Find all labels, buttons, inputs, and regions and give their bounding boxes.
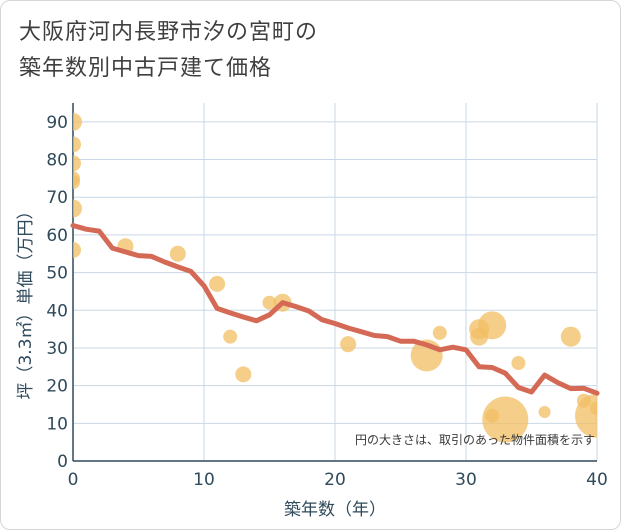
y-tick-label: 10	[46, 414, 68, 434]
data-bubble[interactable]	[590, 401, 604, 416]
size-legend-note: 円の大きさは、取引のあった物件面積を示す	[355, 432, 595, 447]
data-bubble[interactable]	[209, 275, 226, 292]
y-axis-label: 坪（3.3㎡）単価（万円）	[16, 202, 36, 399]
y-tick-label: 60	[46, 226, 68, 246]
data-bubble[interactable]	[340, 336, 357, 353]
data-bubble[interactable]	[64, 199, 82, 218]
data-bubble[interactable]	[169, 245, 186, 262]
y-tick-label: 80	[46, 151, 68, 171]
trend-line	[70, 223, 600, 396]
y-tick-label: 70	[46, 188, 68, 208]
y-tick-label: 20	[46, 377, 68, 397]
data-bubble[interactable]	[223, 329, 238, 344]
chart-title-line1: 大阪府河内長野市汐の宮町の	[19, 20, 319, 45]
y-tick-label: 30	[46, 339, 68, 359]
chart-title: 大阪府河内長野市汐の宮町の 築年数別中古戸建て価格	[19, 15, 318, 87]
x-tick-label: 0	[68, 470, 79, 490]
x-tick-label: 30	[455, 470, 477, 490]
x-tick-label: 40	[586, 470, 608, 490]
trend-series	[70, 223, 600, 396]
data-bubble[interactable]	[478, 311, 507, 340]
chart-title-line2: 築年数別中古戸建て価格	[19, 56, 273, 81]
data-bubble[interactable]	[262, 295, 277, 310]
data-bubble[interactable]	[66, 175, 80, 190]
y-tick-label: 90	[46, 113, 68, 133]
bubble-series	[64, 112, 619, 443]
data-bubble[interactable]	[64, 112, 82, 131]
data-bubble[interactable]	[235, 366, 252, 383]
data-bubble[interactable]	[560, 326, 581, 347]
data-bubble[interactable]	[65, 136, 81, 153]
y-tick-label: 40	[46, 301, 68, 321]
grid	[72, 103, 598, 462]
data-bubble[interactable]	[575, 393, 619, 438]
data-bubble[interactable]	[482, 396, 529, 443]
data-bubble[interactable]	[511, 356, 526, 371]
x-tick-label: 10	[193, 470, 215, 490]
x-tick-label: 20	[324, 470, 346, 490]
data-bubble[interactable]	[432, 325, 447, 340]
y-tick-label: 0	[57, 452, 68, 472]
tick-labels: 0 10 20 30 40 50 60 70 80 90 0 10 20 30 40	[46, 113, 607, 490]
data-bubble[interactable]	[538, 406, 551, 419]
data-bubble[interactable]	[65, 241, 81, 258]
x-axis-label: 築年数（年）	[284, 500, 386, 520]
y-tick-label: 50	[46, 264, 68, 284]
data-bubble[interactable]	[65, 155, 81, 172]
